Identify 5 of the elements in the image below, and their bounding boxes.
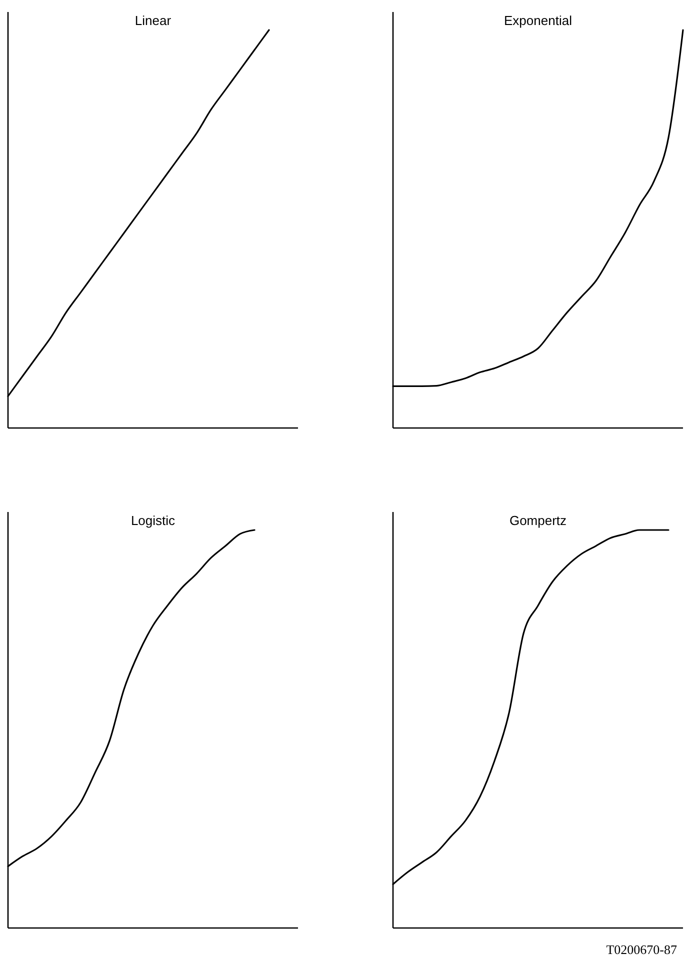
chart-title: Gompertz — [509, 513, 567, 528]
text: T0200670-87 — [606, 942, 678, 957]
chart-title: Exponential — [504, 13, 572, 28]
chart-title: Linear — [134, 13, 172, 28]
chart-title: Logistic — [130, 513, 176, 528]
